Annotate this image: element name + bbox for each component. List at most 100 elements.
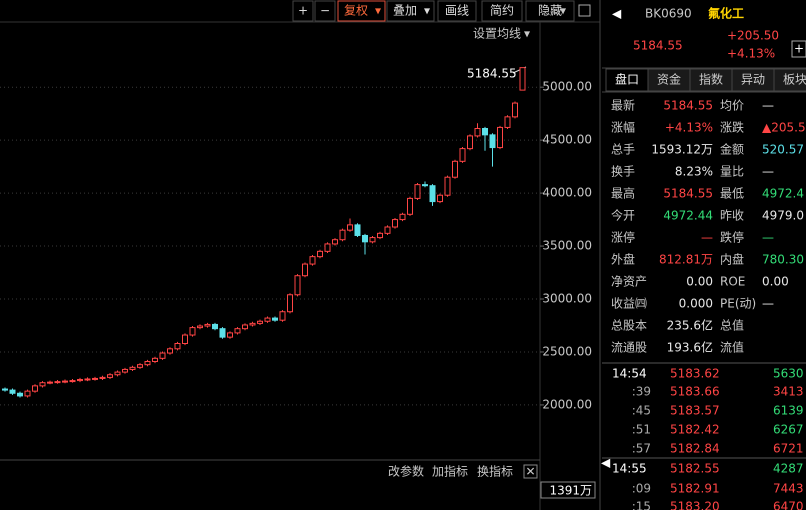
add-icon: + bbox=[794, 42, 804, 56]
candle-body bbox=[24, 390, 31, 397]
field-label: 涨停 bbox=[611, 230, 635, 245]
close-indicator[interactable] bbox=[523, 464, 538, 479]
volume-label: 1391万 bbox=[549, 484, 592, 498]
candle-body bbox=[249, 322, 256, 326]
candle-body bbox=[227, 332, 233, 338]
field-value: 4979.0 bbox=[762, 209, 804, 223]
y-tick-label: 2500.00 bbox=[542, 344, 592, 358]
candle-body bbox=[212, 323, 218, 330]
ma-setting[interactable]: 设置均线 bbox=[473, 27, 521, 41]
stock-price: 5184.55 bbox=[633, 39, 683, 53]
window-icon[interactable] bbox=[578, 4, 591, 17]
add-button[interactable] bbox=[791, 40, 806, 58]
tick-price: 5182.55 bbox=[670, 462, 720, 476]
candle-body bbox=[204, 323, 211, 327]
max-label: 5184.55 bbox=[467, 67, 517, 81]
candle-body bbox=[309, 256, 316, 265]
tab[interactable] bbox=[773, 68, 806, 92]
caret: ▾ bbox=[560, 4, 566, 18]
candle-body bbox=[167, 348, 173, 354]
field-value: — bbox=[762, 297, 774, 311]
candle-body bbox=[399, 213, 406, 221]
candle-body bbox=[429, 185, 436, 203]
candle-body bbox=[197, 325, 203, 329]
toolbar-button[interactable] bbox=[481, 0, 523, 22]
tick-price: 5182.42 bbox=[670, 423, 720, 437]
toolbar-label: − bbox=[320, 4, 330, 18]
candle-body bbox=[99, 376, 106, 379]
stock-change: +205.50 bbox=[727, 29, 779, 43]
candle-body bbox=[414, 184, 421, 199]
candle-body bbox=[339, 229, 346, 241]
toolbar-label: 简约 bbox=[490, 3, 514, 18]
stock-change-pct: +4.13% bbox=[727, 47, 775, 61]
field-label: 总值 bbox=[720, 318, 744, 333]
candle-body bbox=[47, 381, 53, 384]
candle-body bbox=[69, 380, 76, 383]
indicator-button[interactable]: 加指标 bbox=[432, 464, 468, 479]
field-value: +4.13% bbox=[665, 121, 713, 135]
candle-body bbox=[504, 116, 511, 128]
tick-time: :09 bbox=[632, 482, 651, 496]
candle-body bbox=[512, 102, 518, 118]
candle-body bbox=[137, 364, 143, 368]
volume-box bbox=[540, 481, 596, 499]
field-label: 昨收 bbox=[720, 209, 744, 223]
candle-body bbox=[182, 334, 188, 344]
tick-time: 14:54 bbox=[612, 367, 647, 381]
candle-body bbox=[129, 366, 136, 370]
field-label: 均价 bbox=[720, 99, 744, 113]
field-label: 流通股 bbox=[611, 341, 647, 355]
field-label: 涨幅 bbox=[611, 120, 635, 135]
field-value: 5184.55 bbox=[663, 187, 713, 201]
candle-body bbox=[32, 385, 38, 392]
candle-body bbox=[482, 127, 488, 136]
tick-time: :39 bbox=[632, 385, 651, 399]
field-label: 量比 bbox=[720, 165, 744, 179]
y-tick-label: 2000.00 bbox=[542, 397, 592, 411]
candle-body bbox=[459, 148, 466, 162]
indicator-button[interactable]: 换指标 bbox=[477, 464, 513, 479]
back-arrow[interactable]: ◀ bbox=[612, 7, 622, 21]
tick-price: 5182.84 bbox=[670, 442, 720, 456]
tick-price: 5183.62 bbox=[670, 367, 720, 381]
candle-body bbox=[519, 67, 526, 91]
toolbar-label: + bbox=[298, 4, 308, 18]
toolbar-button[interactable] bbox=[337, 0, 386, 22]
tick-volume: 5630 bbox=[773, 367, 804, 381]
tick-time: :51 bbox=[632, 423, 651, 437]
field-value: 235.6亿 bbox=[667, 318, 713, 333]
candle-body bbox=[62, 380, 68, 383]
tick-price: 5183.66 bbox=[670, 385, 720, 399]
ma-setting-caret: ▾ bbox=[524, 27, 530, 41]
candle-body bbox=[77, 379, 83, 382]
tick-price: 5183.20 bbox=[670, 500, 720, 510]
toolbar-button[interactable] bbox=[525, 0, 575, 22]
toolbar-button[interactable] bbox=[292, 0, 314, 22]
candle-body bbox=[114, 371, 121, 376]
candle-body bbox=[489, 134, 496, 149]
tick-volume: 3413 bbox=[773, 385, 804, 399]
candle-body bbox=[174, 342, 181, 350]
candle-body bbox=[407, 197, 413, 215]
field-value: — bbox=[701, 231, 713, 245]
toolbar-button[interactable] bbox=[437, 0, 477, 22]
field-label: 内盘 bbox=[720, 252, 744, 267]
y-tick-label: 4000.00 bbox=[542, 186, 592, 200]
candle-body bbox=[122, 368, 128, 373]
candle-body bbox=[332, 239, 338, 245]
field-value: 520.57 bbox=[762, 143, 804, 157]
tick-price: 5183.57 bbox=[670, 404, 720, 418]
field-label: 涨跌 bbox=[720, 120, 744, 135]
candle-body bbox=[497, 126, 503, 149]
stock-name: 氟化工 bbox=[708, 6, 744, 21]
toolbar-button[interactable] bbox=[386, 0, 435, 22]
indicator-button[interactable]: 改参数 bbox=[388, 464, 424, 479]
candle-body bbox=[317, 250, 323, 258]
field-label: 总手 bbox=[611, 143, 635, 157]
y-tick-label: 3000.00 bbox=[542, 292, 592, 306]
toolbar-button[interactable] bbox=[314, 0, 336, 22]
tab-label: 资金 bbox=[657, 72, 681, 87]
stock-code: BK0690 bbox=[645, 7, 692, 21]
